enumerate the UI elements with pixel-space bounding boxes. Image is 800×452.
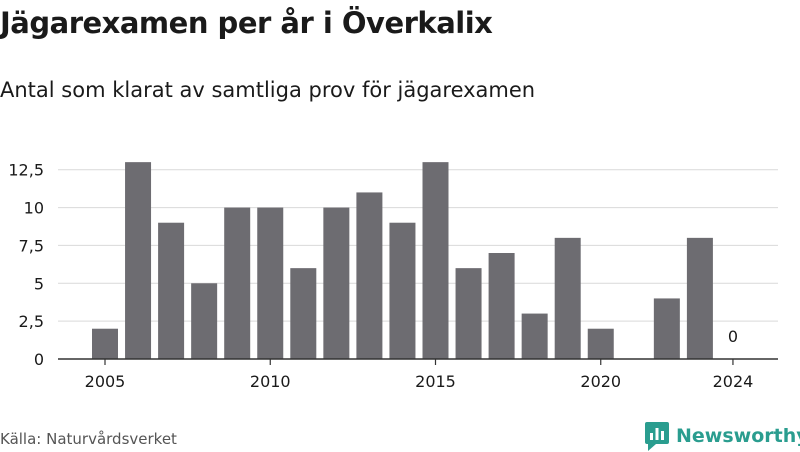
x-tick-label: 2020: [580, 372, 621, 391]
bar: [488, 253, 515, 359]
bar: [323, 207, 350, 359]
bar: [356, 192, 383, 359]
bar: [422, 162, 449, 359]
y-tick-label: 10: [24, 199, 44, 218]
bar: [455, 268, 482, 359]
y-tick-label: 5: [34, 274, 44, 293]
bar: [92, 328, 118, 359]
y-tick-label: 12,5: [8, 161, 44, 180]
y-tick-label: 2,5: [19, 312, 44, 331]
bar: [158, 222, 185, 359]
bar: [653, 298, 680, 359]
x-tick-label: 2015: [415, 372, 456, 391]
brand-logo: Newsworthy: [644, 420, 800, 452]
source-note: Källa: Naturvårdsverket: [0, 430, 177, 448]
chart-subtitle: Antal som klarat av samtliga prov för jä…: [0, 78, 536, 102]
bar: [587, 328, 614, 359]
bar: [554, 237, 581, 359]
bar: [224, 207, 251, 359]
y-tick-label: 0: [34, 350, 44, 369]
x-tick-label: 2024: [713, 372, 754, 391]
data-label: 0: [728, 327, 738, 346]
bar: [191, 283, 218, 359]
bar: [290, 268, 317, 359]
brand-name: Newsworthy: [676, 425, 800, 447]
bar: [521, 313, 548, 359]
bar: [686, 237, 713, 359]
x-tick-label: 2010: [250, 372, 291, 391]
newsworthy-icon: [645, 422, 669, 451]
bar-chart: 0 2,5 5 7,5 10 12,5 2005 2010 2015 2020 2024 0: [8, 161, 778, 391]
chart-title: Jägarexamen per år i Överkalix: [0, 6, 493, 40]
x-tick-label: 2005: [85, 372, 126, 391]
y-tick-label: 7,5: [19, 236, 44, 255]
bar: [125, 162, 152, 359]
bar: [257, 207, 284, 359]
bar: [389, 222, 416, 359]
